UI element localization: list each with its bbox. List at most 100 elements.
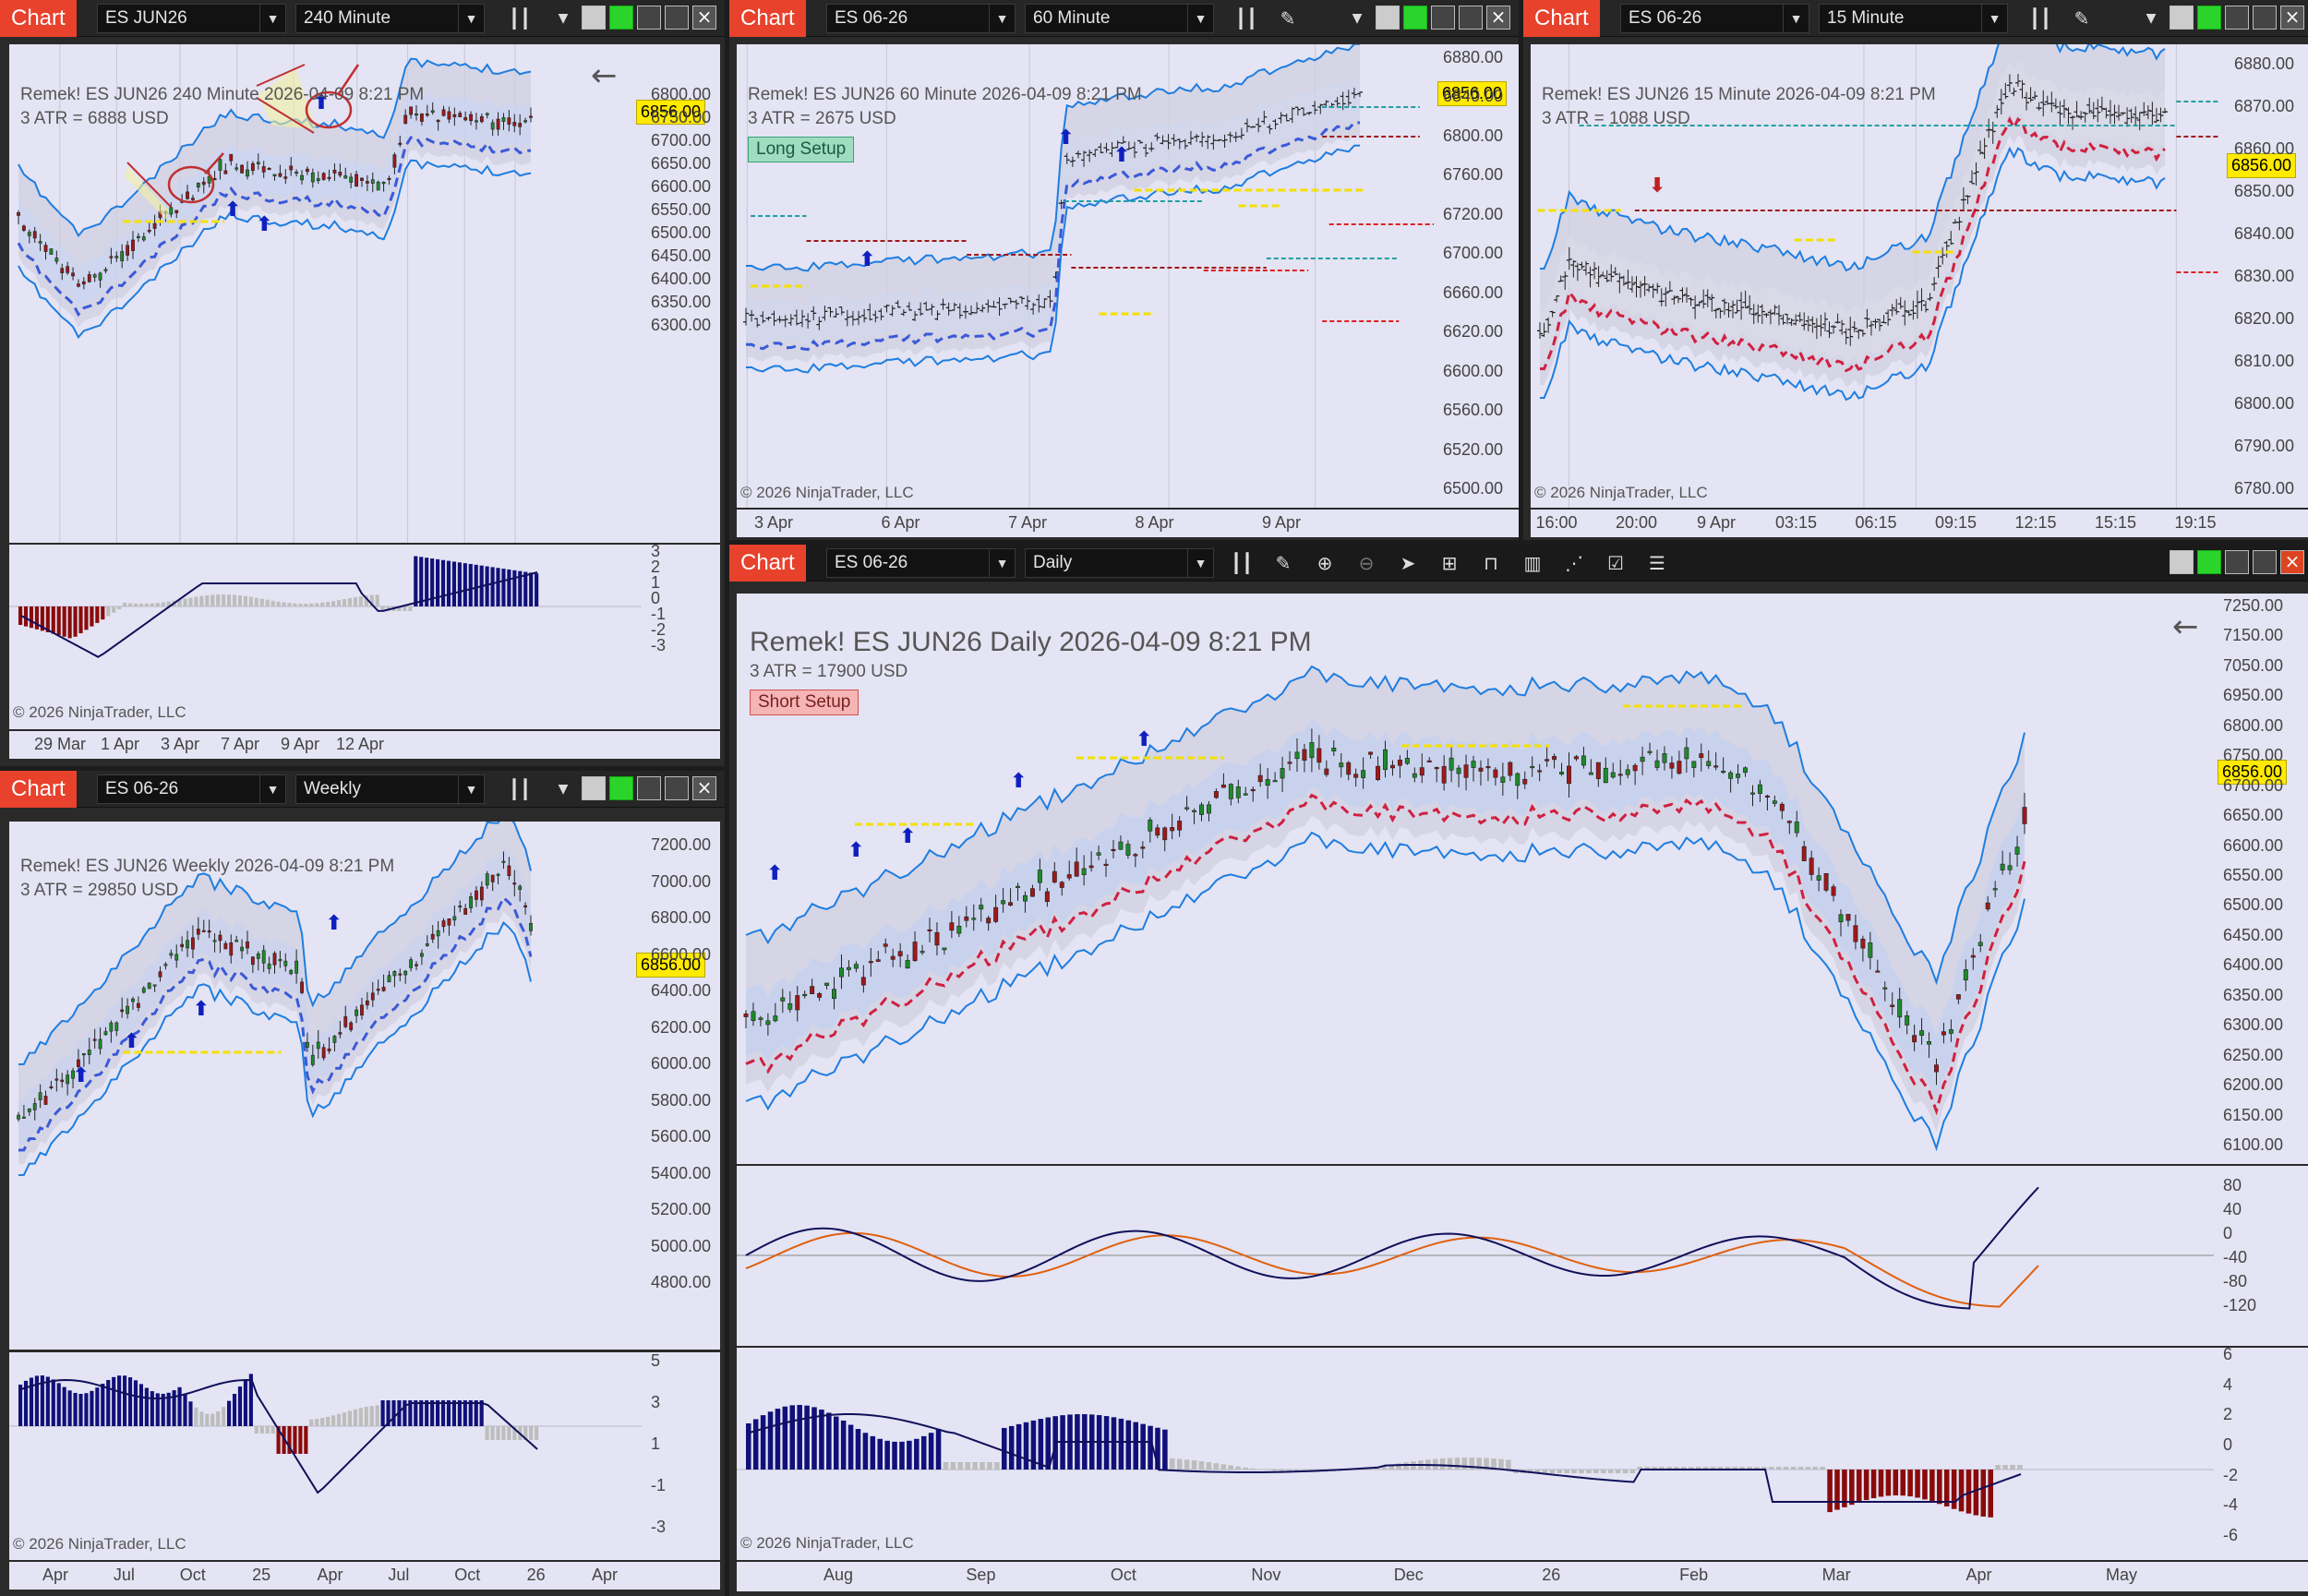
- window-link-green-button[interactable]: [609, 776, 633, 800]
- interval-selector[interactable]: 15 Minute ▼: [1819, 4, 2008, 33]
- dropdown-arrow-icon[interactable]: ▼: [558, 782, 569, 797]
- interval-selector[interactable]: 60 Minute ▼: [1025, 4, 1214, 33]
- dropdown-arrow-icon[interactable]: ▼: [1352, 11, 1363, 26]
- instrument-selector[interactable]: ES 06-26 ▼: [826, 4, 1016, 33]
- window-link-green-button[interactable]: [609, 6, 633, 30]
- interval-selector[interactable]: Weekly ▼: [295, 774, 485, 804]
- chart-trader-icon[interactable]: ⋰: [1565, 552, 1583, 574]
- candle-body: [1250, 788, 1256, 792]
- chevron-down-icon[interactable]: ▼: [458, 5, 484, 32]
- maximize-button[interactable]: [665, 6, 689, 30]
- candle-body: [1772, 800, 1777, 804]
- bar-type-icon[interactable]: ┃┃: [508, 7, 532, 30]
- minimize-button[interactable]: [1431, 6, 1455, 30]
- candle-body: [98, 1038, 102, 1050]
- candle-body: [152, 984, 157, 987]
- candle-body: [316, 1041, 320, 1050]
- chevron-down-icon[interactable]: ▼: [989, 549, 1015, 577]
- chart-tab[interactable]: Chart: [729, 545, 806, 582]
- drawing-tool-icon[interactable]: ✎: [2074, 7, 2090, 30]
- properties-icon[interactable]: ☑: [1607, 552, 1624, 574]
- zoom-in-icon[interactable]: ⊕: [1316, 552, 1333, 574]
- histogram-bar: [309, 1419, 314, 1426]
- instrument-selector[interactable]: ES 06-26 ▼: [826, 548, 1016, 578]
- candle-body: [77, 283, 80, 287]
- close-button[interactable]: ×: [2280, 6, 2304, 30]
- list-icon[interactable]: ☰: [1649, 552, 1665, 574]
- data-box-icon[interactable]: ⊞: [1441, 552, 1458, 574]
- copyright: © 2026 NinjaTrader, LLC: [740, 1534, 914, 1552]
- maximize-button[interactable]: [1459, 6, 1483, 30]
- minimize-button[interactable]: [637, 776, 661, 800]
- time-tick-label: 12 Apr: [335, 735, 385, 753]
- histogram-bar: [950, 1462, 956, 1470]
- candle-body: [186, 940, 189, 949]
- zoom-out-icon[interactable]: ⊖: [1358, 552, 1375, 574]
- bar-type-icon[interactable]: ┃┃: [1234, 7, 1258, 30]
- chart-tab[interactable]: Chart: [729, 0, 806, 37]
- histogram-bar: [155, 603, 160, 606]
- window-link-gray-button[interactable]: [582, 776, 606, 800]
- candle-body: [1353, 774, 1359, 778]
- histogram-bar: [1652, 1467, 1657, 1470]
- drawing-tool-icon[interactable]: ✎: [1275, 552, 1292, 574]
- histogram-bar: [304, 603, 308, 606]
- window-link-gray-button[interactable]: [1376, 6, 1400, 30]
- close-button[interactable]: ×: [1486, 6, 1510, 30]
- candle-body: [114, 1022, 119, 1031]
- instrument-selector[interactable]: ES 06-26 ▼: [1620, 4, 1809, 33]
- instrument-selector[interactable]: ES 06-26 ▼: [97, 774, 286, 804]
- pointer-icon[interactable]: ➤: [1400, 552, 1416, 574]
- window-link-green-button[interactable]: [1403, 6, 1427, 30]
- chevron-down-icon[interactable]: ▼: [1187, 5, 1213, 32]
- candle-body: [250, 956, 255, 966]
- price-panel: ⬆ ⬆ ⬆ Remek! ES JUN26 240 Minute 2026-04-0…: [9, 44, 642, 543]
- instrument-selector[interactable]: ES JUN26 ▼: [97, 4, 286, 33]
- window-link-gray-button[interactable]: [582, 6, 606, 30]
- maximize-button[interactable]: [2253, 550, 2277, 574]
- candle-body: [1669, 762, 1675, 769]
- dropdown-arrow-icon[interactable]: ▼: [558, 11, 569, 26]
- minimize-button[interactable]: [2225, 6, 2249, 30]
- strategy-icon[interactable]: ⊓: [1484, 552, 1498, 574]
- histogram-bar: [183, 598, 187, 606]
- histogram-bar: [1002, 1427, 1007, 1470]
- window-link-green-button[interactable]: [2197, 6, 2221, 30]
- back-arrow-icon[interactable]: ←: [591, 57, 618, 94]
- chevron-down-icon[interactable]: ▼: [458, 775, 484, 803]
- histogram-bar: [1761, 1467, 1767, 1470]
- minimize-button[interactable]: [637, 6, 661, 30]
- chart-tab[interactable]: Chart: [0, 771, 77, 808]
- bar-type-icon[interactable]: ┃┃: [508, 778, 532, 800]
- close-button[interactable]: ×: [692, 6, 716, 30]
- indicator-tick-label: -3: [651, 636, 667, 654]
- chevron-down-icon[interactable]: ▼: [989, 5, 1015, 32]
- close-button[interactable]: ×: [2280, 550, 2304, 574]
- chevron-down-icon[interactable]: ▼: [259, 775, 285, 803]
- chevron-down-icon[interactable]: ▼: [259, 5, 285, 32]
- histogram-bar: [237, 1386, 243, 1426]
- candle-body: [272, 174, 277, 177]
- bar-type-icon[interactable]: ┃┃: [2028, 7, 2052, 30]
- maximize-button[interactable]: [2253, 6, 2277, 30]
- indicator-tick-label: 1: [651, 573, 661, 592]
- window-link-green-button[interactable]: [2197, 550, 2221, 574]
- chart-tab[interactable]: Chart: [0, 0, 77, 37]
- drawing-tool-icon[interactable]: ✎: [1280, 7, 1296, 30]
- minimize-button[interactable]: [2225, 550, 2249, 574]
- bar-type-icon[interactable]: ┃┃: [1230, 552, 1254, 574]
- histogram-bar: [1564, 1470, 1569, 1473]
- indicators-icon[interactable]: ▥: [1523, 552, 1542, 574]
- dropdown-arrow-icon[interactable]: ▼: [2146, 11, 2157, 26]
- interval-selector[interactable]: Daily ▼: [1025, 548, 1214, 578]
- chevron-down-icon[interactable]: ▼: [1187, 549, 1213, 577]
- maximize-button[interactable]: [665, 776, 689, 800]
- window-link-gray-button[interactable]: [2170, 550, 2194, 574]
- interval-selector[interactable]: 240 Minute ▼: [295, 4, 485, 33]
- back-arrow-icon[interactable]: ←: [2172, 608, 2199, 645]
- chevron-down-icon[interactable]: ▼: [1981, 5, 2007, 32]
- chart-tab[interactable]: Chart: [1523, 0, 1600, 37]
- close-button[interactable]: ×: [692, 776, 716, 800]
- chevron-down-icon[interactable]: ▼: [1783, 5, 1809, 32]
- window-link-gray-button[interactable]: [2170, 6, 2194, 30]
